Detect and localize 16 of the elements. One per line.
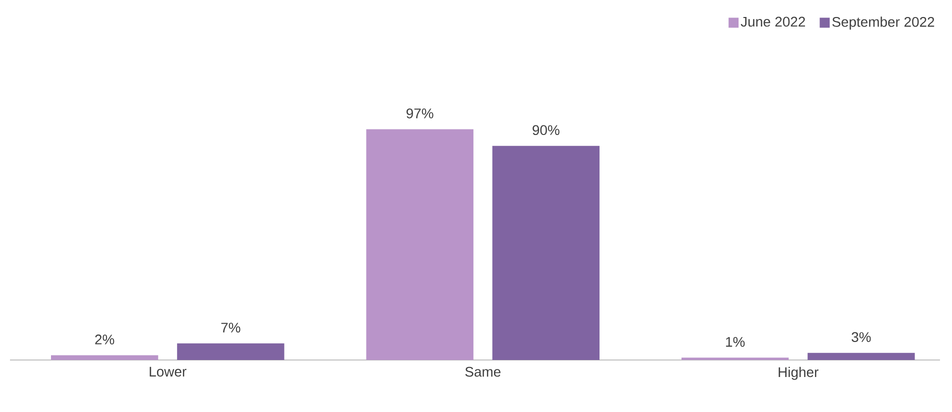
bar xyxy=(808,352,915,360)
bar xyxy=(492,146,600,360)
legend-label: June 2022 xyxy=(740,16,805,27)
bar xyxy=(50,355,158,360)
x-tick-label: Lower xyxy=(150,366,186,377)
x-tick-label: Same xyxy=(465,366,500,377)
bar xyxy=(366,129,474,360)
legend-label: September 2022 xyxy=(832,16,934,30)
data-label: 7% xyxy=(221,322,240,332)
x-tick-label: Higher xyxy=(778,366,818,380)
bar xyxy=(177,343,284,360)
data-label: 3% xyxy=(852,332,871,342)
data-label: 90% xyxy=(532,125,560,136)
data-label: 97% xyxy=(406,108,434,118)
data-label: 2% xyxy=(95,334,114,344)
data-label: 1% xyxy=(726,337,745,347)
